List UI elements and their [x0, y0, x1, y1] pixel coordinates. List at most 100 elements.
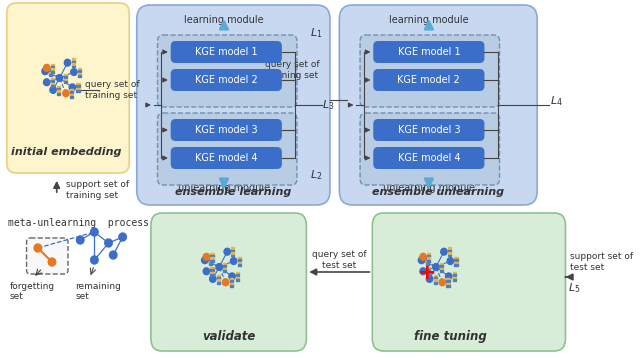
Circle shape — [419, 257, 425, 263]
Text: unlearning module: unlearning module — [178, 183, 270, 193]
Text: initial embedding: initial embedding — [11, 147, 122, 157]
FancyBboxPatch shape — [373, 119, 484, 141]
Bar — [236, 279, 239, 281]
Bar — [448, 250, 451, 252]
Bar — [217, 282, 220, 284]
Bar — [70, 89, 73, 91]
Bar — [51, 64, 54, 66]
Bar — [70, 94, 73, 96]
Text: KGE model 4: KGE model 4 — [195, 153, 258, 163]
Circle shape — [445, 273, 452, 280]
Bar — [211, 269, 214, 271]
Text: validate: validate — [202, 330, 255, 343]
Bar — [426, 258, 429, 260]
Circle shape — [77, 236, 84, 244]
Text: $L_3$: $L_3$ — [322, 98, 335, 112]
Circle shape — [441, 248, 447, 255]
Text: ensemble unlearning: ensemble unlearning — [372, 187, 504, 197]
FancyBboxPatch shape — [360, 35, 500, 107]
Text: meta-unlearning  process: meta-unlearning process — [8, 218, 148, 228]
Bar — [446, 285, 449, 287]
FancyBboxPatch shape — [372, 213, 566, 351]
Text: support set of
test set: support set of test set — [570, 252, 634, 272]
Text: fine tuning: fine tuning — [413, 330, 486, 343]
Bar — [211, 267, 214, 269]
Bar — [63, 74, 67, 76]
Bar — [63, 78, 67, 81]
FancyBboxPatch shape — [339, 5, 537, 205]
Bar — [49, 72, 52, 74]
Circle shape — [202, 257, 208, 263]
Text: query set of
training set: query set of training set — [265, 60, 319, 80]
Bar — [57, 91, 60, 92]
Bar — [49, 74, 52, 76]
Bar — [427, 260, 430, 262]
Bar — [426, 263, 429, 265]
Bar — [454, 259, 458, 261]
Circle shape — [426, 276, 433, 282]
Bar — [57, 86, 60, 87]
Text: forgetting
set: forgetting set — [10, 282, 54, 301]
Circle shape — [204, 268, 210, 275]
Text: unlearning module: unlearning module — [383, 183, 475, 193]
Bar — [51, 85, 54, 87]
Bar — [236, 275, 239, 276]
Text: KGE model 3: KGE model 3 — [397, 125, 460, 135]
Bar — [76, 88, 79, 90]
Bar — [76, 83, 79, 85]
Bar — [446, 278, 449, 280]
Text: $L_4$: $L_4$ — [550, 94, 563, 108]
Bar — [231, 247, 234, 249]
Bar — [209, 256, 212, 258]
Bar — [63, 81, 67, 83]
Bar — [454, 264, 458, 266]
Bar — [446, 280, 449, 282]
Bar — [76, 90, 79, 92]
Bar — [63, 76, 67, 78]
Text: KGE model 1: KGE model 1 — [195, 47, 258, 57]
Bar — [211, 255, 214, 257]
Bar — [211, 260, 214, 262]
FancyBboxPatch shape — [26, 238, 68, 274]
Bar — [433, 277, 436, 279]
Bar — [452, 275, 456, 276]
Bar — [209, 258, 212, 260]
Bar — [72, 61, 75, 63]
Circle shape — [48, 258, 56, 266]
Text: query set of
test set: query set of test set — [312, 250, 367, 270]
Bar — [237, 262, 241, 263]
Bar — [426, 256, 429, 258]
Bar — [70, 91, 73, 93]
Circle shape — [71, 69, 77, 76]
Circle shape — [216, 263, 223, 270]
Circle shape — [50, 87, 56, 93]
Circle shape — [439, 279, 445, 286]
Circle shape — [91, 228, 98, 236]
Bar — [427, 272, 430, 274]
Bar — [237, 259, 241, 261]
Bar — [427, 274, 430, 276]
Circle shape — [420, 253, 426, 260]
Bar — [440, 270, 443, 272]
Bar — [230, 278, 233, 280]
Bar — [211, 272, 214, 274]
Bar — [427, 252, 430, 255]
Bar — [452, 277, 456, 279]
Circle shape — [109, 251, 117, 259]
Circle shape — [91, 256, 98, 264]
FancyBboxPatch shape — [360, 113, 500, 185]
Bar — [427, 255, 430, 257]
Bar — [454, 262, 458, 263]
Circle shape — [65, 59, 71, 66]
Circle shape — [433, 263, 439, 270]
Bar — [231, 252, 234, 254]
Text: $L_5$: $L_5$ — [568, 281, 580, 295]
Bar — [223, 263, 227, 265]
Text: KGE model 4: KGE model 4 — [397, 153, 460, 163]
Bar — [78, 73, 81, 74]
Bar — [454, 257, 458, 259]
Text: KGE model 2: KGE model 2 — [195, 75, 258, 85]
Bar — [78, 68, 81, 70]
Bar — [448, 252, 451, 254]
Circle shape — [223, 279, 229, 286]
